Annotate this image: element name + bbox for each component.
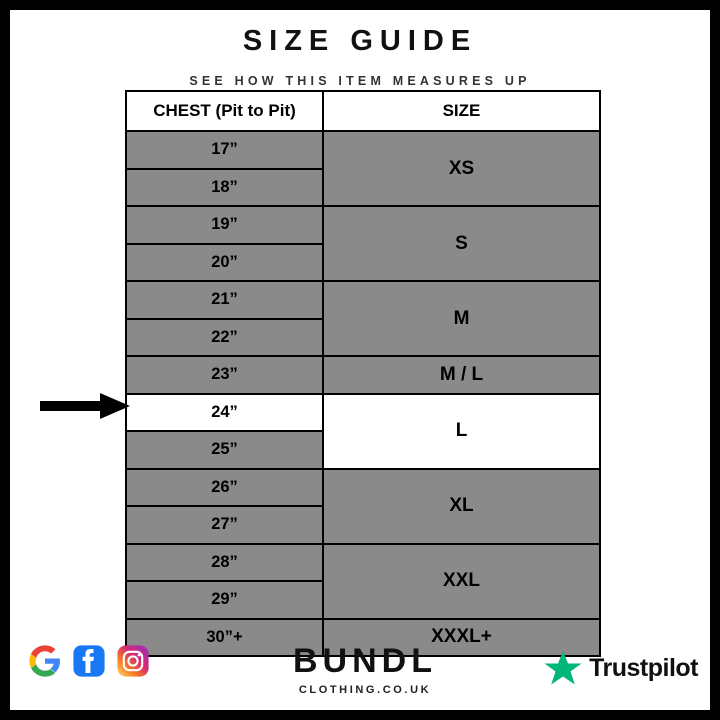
size-cell-selected: L — [322, 392, 601, 470]
column-header-chest: CHEST (Pit to Pit) — [125, 90, 324, 132]
brand-website: CLOTHING.CO.UK — [298, 684, 432, 696]
chest-cell: 29” — [125, 580, 324, 620]
chest-cell-selected: 24” — [125, 392, 324, 432]
size-cell: XXXL+ — [322, 617, 601, 657]
footer: BUNDL CLOTHING.CO.UK Trustpilot — [10, 640, 710, 710]
size-table-wrapper: CHEST (Pit to Pit) SIZE 17” XS 18” 19” S… — [125, 90, 601, 657]
table-row: 20” — [125, 242, 600, 282]
chest-cell: 22” — [125, 317, 324, 357]
size-cell: M — [322, 280, 601, 357]
page-subtitle: SEE HOW THIS ITEM MEASURES UP — [189, 74, 531, 88]
brand-name: BUNDL — [293, 642, 437, 680]
table-row: 29” — [125, 580, 600, 620]
table-header-row: CHEST (Pit to Pit) SIZE — [125, 90, 601, 132]
size-cell: S — [322, 205, 601, 282]
chest-cell: 30”+ — [125, 617, 324, 657]
trustpilot-label: Trustpilot — [589, 653, 698, 682]
size-cell: XS — [322, 130, 601, 207]
chest-cell: 23” — [125, 355, 324, 395]
facebook-icon[interactable] — [72, 644, 106, 678]
social-links — [28, 644, 150, 678]
size-table: CHEST (Pit to Pit) SIZE 17” XS 18” 19” S… — [125, 90, 601, 657]
size-cell: XL — [322, 467, 601, 545]
table-row: 18” — [125, 167, 600, 207]
chest-cell: 19” — [125, 205, 324, 245]
chest-cell: 21” — [125, 280, 324, 320]
selected-row-arrow-icon — [40, 393, 130, 419]
size-guide-page: SIZE GUIDE SEE HOW THIS ITEM MEASURES UP… — [10, 10, 710, 710]
size-cell: XXL — [322, 542, 601, 620]
instagram-icon[interactable] — [116, 644, 150, 678]
table-row: 26” XL — [125, 467, 601, 545]
chest-cell: 26” — [125, 467, 324, 507]
chest-cell: 18” — [125, 167, 324, 207]
google-icon[interactable] — [28, 644, 62, 678]
brand-logo: BUNDL CLOTHING.CO.UK — [250, 642, 480, 696]
table-row: 28” XXL — [125, 542, 601, 620]
table-row: 22” — [125, 317, 600, 357]
chest-cell: 17” — [125, 130, 324, 170]
table-row-highlighted: 24” L — [125, 392, 601, 470]
chest-cell: 27” — [125, 505, 324, 545]
chest-cell: 28” — [125, 542, 324, 582]
table-row: 23” M / L — [125, 355, 601, 395]
table-row: 27” — [125, 505, 600, 545]
chest-cell: 25” — [125, 430, 324, 470]
chest-cell: 20” — [125, 242, 324, 282]
table-row: 19” S — [125, 205, 601, 282]
table-row: 21” M — [125, 280, 601, 357]
trustpilot-logo[interactable]: Trustpilot — [544, 650, 698, 686]
table-row: 25” — [125, 430, 600, 470]
page-title: SIZE GUIDE — [242, 25, 478, 57]
size-cell: M / L — [322, 355, 601, 395]
table-row: 17” XS — [125, 130, 601, 207]
table-row: 30”+ XXXL+ — [125, 617, 601, 657]
column-header-size: SIZE — [322, 90, 601, 132]
trustpilot-star-icon — [544, 651, 582, 685]
